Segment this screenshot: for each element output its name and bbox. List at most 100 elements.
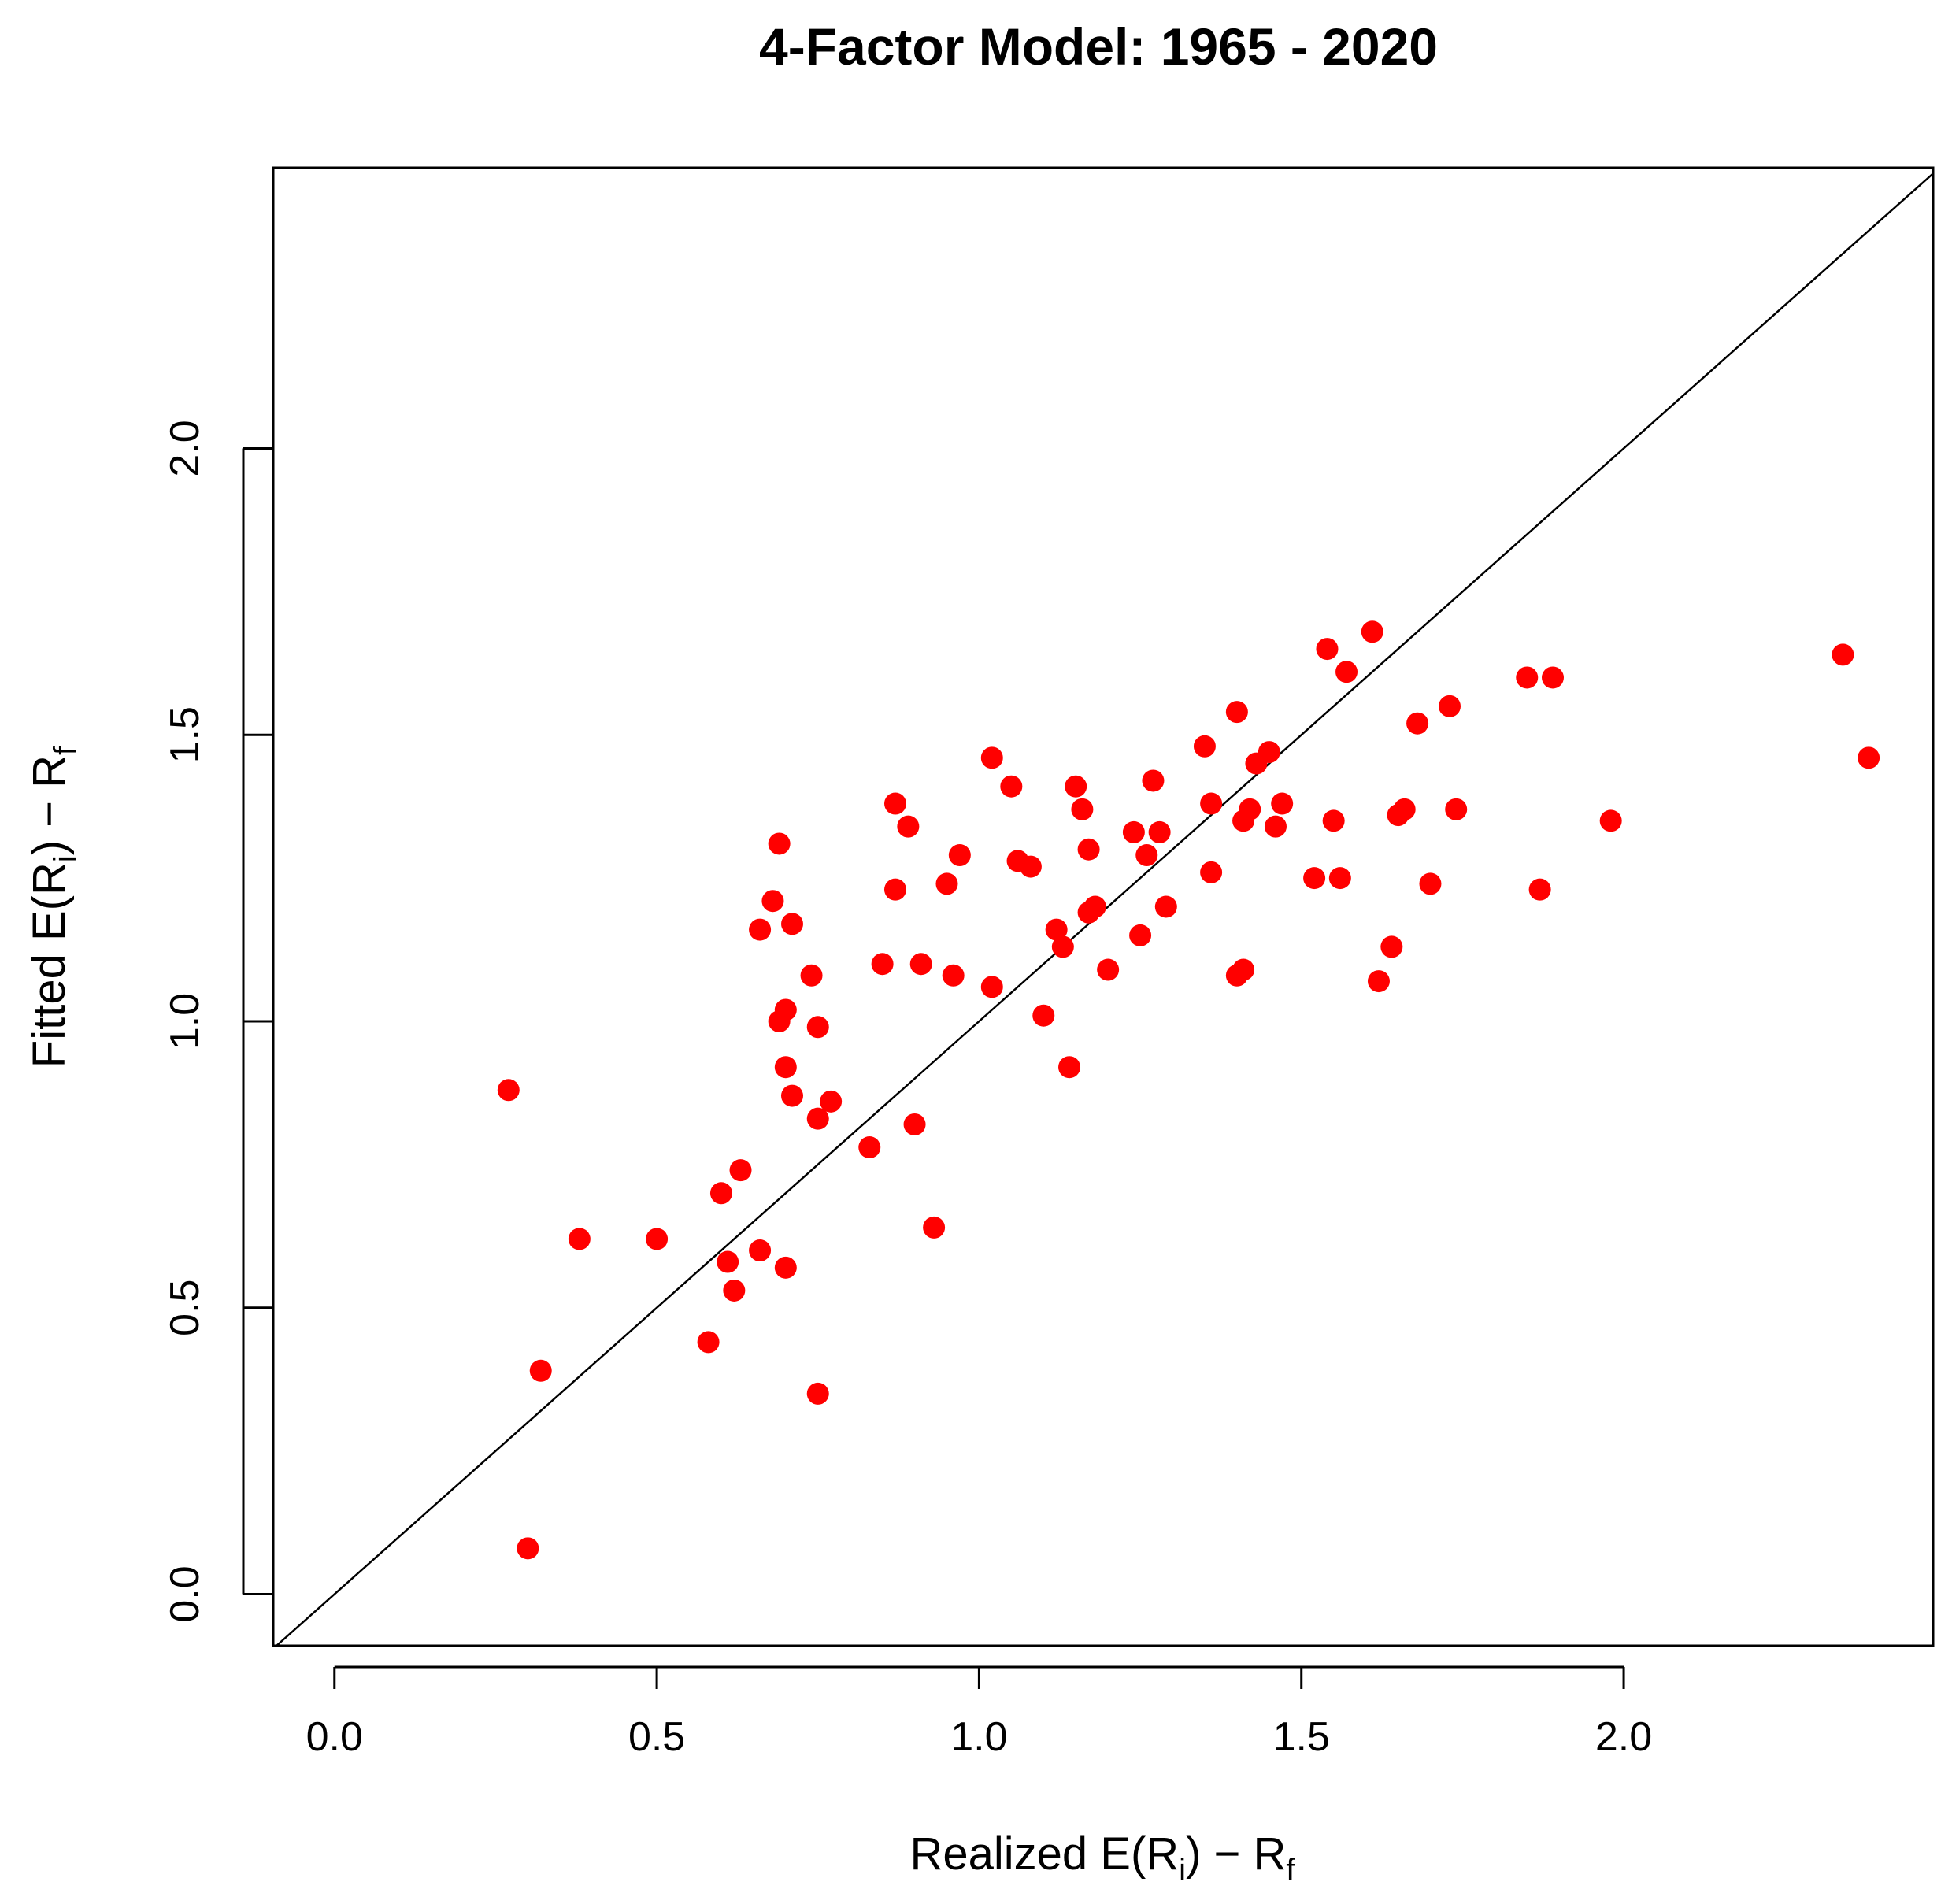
data-point — [1419, 872, 1442, 895]
data-point — [800, 964, 823, 987]
chart-title: 4-Factor Model: 1965 - 2020 — [759, 17, 1438, 76]
data-point — [1122, 820, 1145, 843]
data-point — [709, 1182, 732, 1205]
data-point — [768, 832, 791, 855]
y-axis-label-prefix: Fitted E(R — [24, 862, 75, 1068]
data-point — [1239, 798, 1261, 820]
data-point — [568, 1228, 591, 1250]
data-point — [1135, 844, 1158, 867]
x-tick-label: 1.0 — [950, 1714, 1007, 1760]
data-point — [871, 953, 894, 976]
data-point — [1393, 798, 1416, 820]
data-point — [1200, 792, 1223, 815]
x-axis-label-subscript-f: f — [1286, 1853, 1295, 1887]
data-point — [749, 1239, 772, 1262]
data-point — [858, 1136, 881, 1159]
data-point — [1051, 935, 1074, 958]
x-axis-label-prefix: Realized E(R — [909, 1828, 1179, 1880]
data-point — [729, 1159, 752, 1182]
data-point — [1380, 935, 1403, 958]
data-point — [1058, 1056, 1081, 1079]
data-point — [980, 746, 1003, 769]
data-point — [883, 878, 906, 901]
data-point — [1599, 809, 1622, 832]
data-point — [1200, 861, 1223, 883]
data-point — [1148, 820, 1171, 843]
data-point — [1000, 775, 1023, 798]
data-point — [517, 1537, 539, 1560]
data-point — [723, 1279, 746, 1302]
data-point — [1316, 638, 1339, 661]
data-point — [1445, 798, 1468, 820]
x-axis: 0.0 0.5 1.0 1.5 2.0 — [306, 1665, 1652, 1760]
data-point — [806, 1107, 829, 1130]
data-point — [909, 953, 932, 976]
data-point — [749, 918, 772, 941]
data-point — [942, 964, 965, 987]
plot-frame — [272, 166, 1935, 1647]
data-point — [781, 1084, 804, 1107]
data-point — [497, 1079, 520, 1102]
x-axis-label-middle: ) − R — [1186, 1828, 1286, 1880]
data-point — [1083, 895, 1106, 918]
data-point — [1142, 769, 1165, 792]
data-point — [1258, 741, 1280, 764]
data-point — [1832, 643, 1854, 666]
x-tick-label: 0.5 — [628, 1714, 685, 1760]
data-point — [1322, 809, 1345, 832]
data-point — [774, 1256, 797, 1279]
data-point — [1303, 867, 1326, 890]
plot-area — [276, 172, 1934, 1647]
data-point — [806, 1382, 829, 1405]
data-point — [1065, 775, 1087, 798]
data-point — [1528, 878, 1551, 901]
data-point — [1361, 620, 1383, 643]
data-point — [1439, 695, 1461, 717]
data-point — [1193, 735, 1216, 758]
data-point — [1077, 838, 1100, 861]
data-point — [897, 815, 920, 838]
data-point — [1225, 701, 1248, 724]
y-axis-label-middle: ) − R — [24, 755, 75, 855]
y-axis-label-subscript-f: f — [48, 746, 83, 755]
data-point — [774, 1056, 797, 1079]
data-point — [781, 913, 804, 935]
data-point — [1264, 815, 1287, 838]
data-point — [903, 1113, 926, 1135]
y-tick-label: 1.0 — [162, 993, 208, 1050]
y-tick-label: 1.5 — [162, 706, 208, 763]
data-point — [1154, 895, 1177, 918]
data-point — [1045, 918, 1068, 941]
data-point — [935, 872, 958, 895]
data-point — [646, 1228, 669, 1250]
data-point — [820, 1090, 843, 1113]
data-point — [1232, 958, 1255, 981]
data-point — [806, 1016, 829, 1039]
data-point — [761, 890, 784, 913]
x-axis-label: Realized E(Ri) − Rf — [909, 1828, 1295, 1887]
y-axis: 0.0 0.5 1.0 1.5 2.0 — [162, 420, 273, 1623]
data-point — [1129, 924, 1152, 946]
data-point — [948, 844, 971, 867]
data-point — [1367, 970, 1390, 993]
data-point — [717, 1250, 739, 1273]
x-tick-label: 1.5 — [1273, 1714, 1330, 1760]
data-point — [774, 998, 797, 1021]
data-point — [980, 976, 1003, 998]
data-point — [1071, 798, 1094, 820]
data-point — [883, 792, 906, 815]
data-point — [697, 1331, 720, 1354]
data-point — [1271, 792, 1294, 815]
data-point — [1516, 666, 1539, 689]
x-tick-label: 0.0 — [306, 1714, 363, 1760]
data-point — [1406, 712, 1429, 735]
data-point — [1335, 661, 1358, 683]
y-tick-label: 0.0 — [162, 1565, 208, 1622]
data-point — [1032, 1004, 1055, 1027]
data-point — [1858, 746, 1880, 769]
y-axis-label-subscript-i: i — [48, 855, 83, 862]
data-point — [1097, 958, 1120, 981]
data-point — [1019, 855, 1042, 878]
y-tick-label: 2.0 — [162, 420, 208, 476]
